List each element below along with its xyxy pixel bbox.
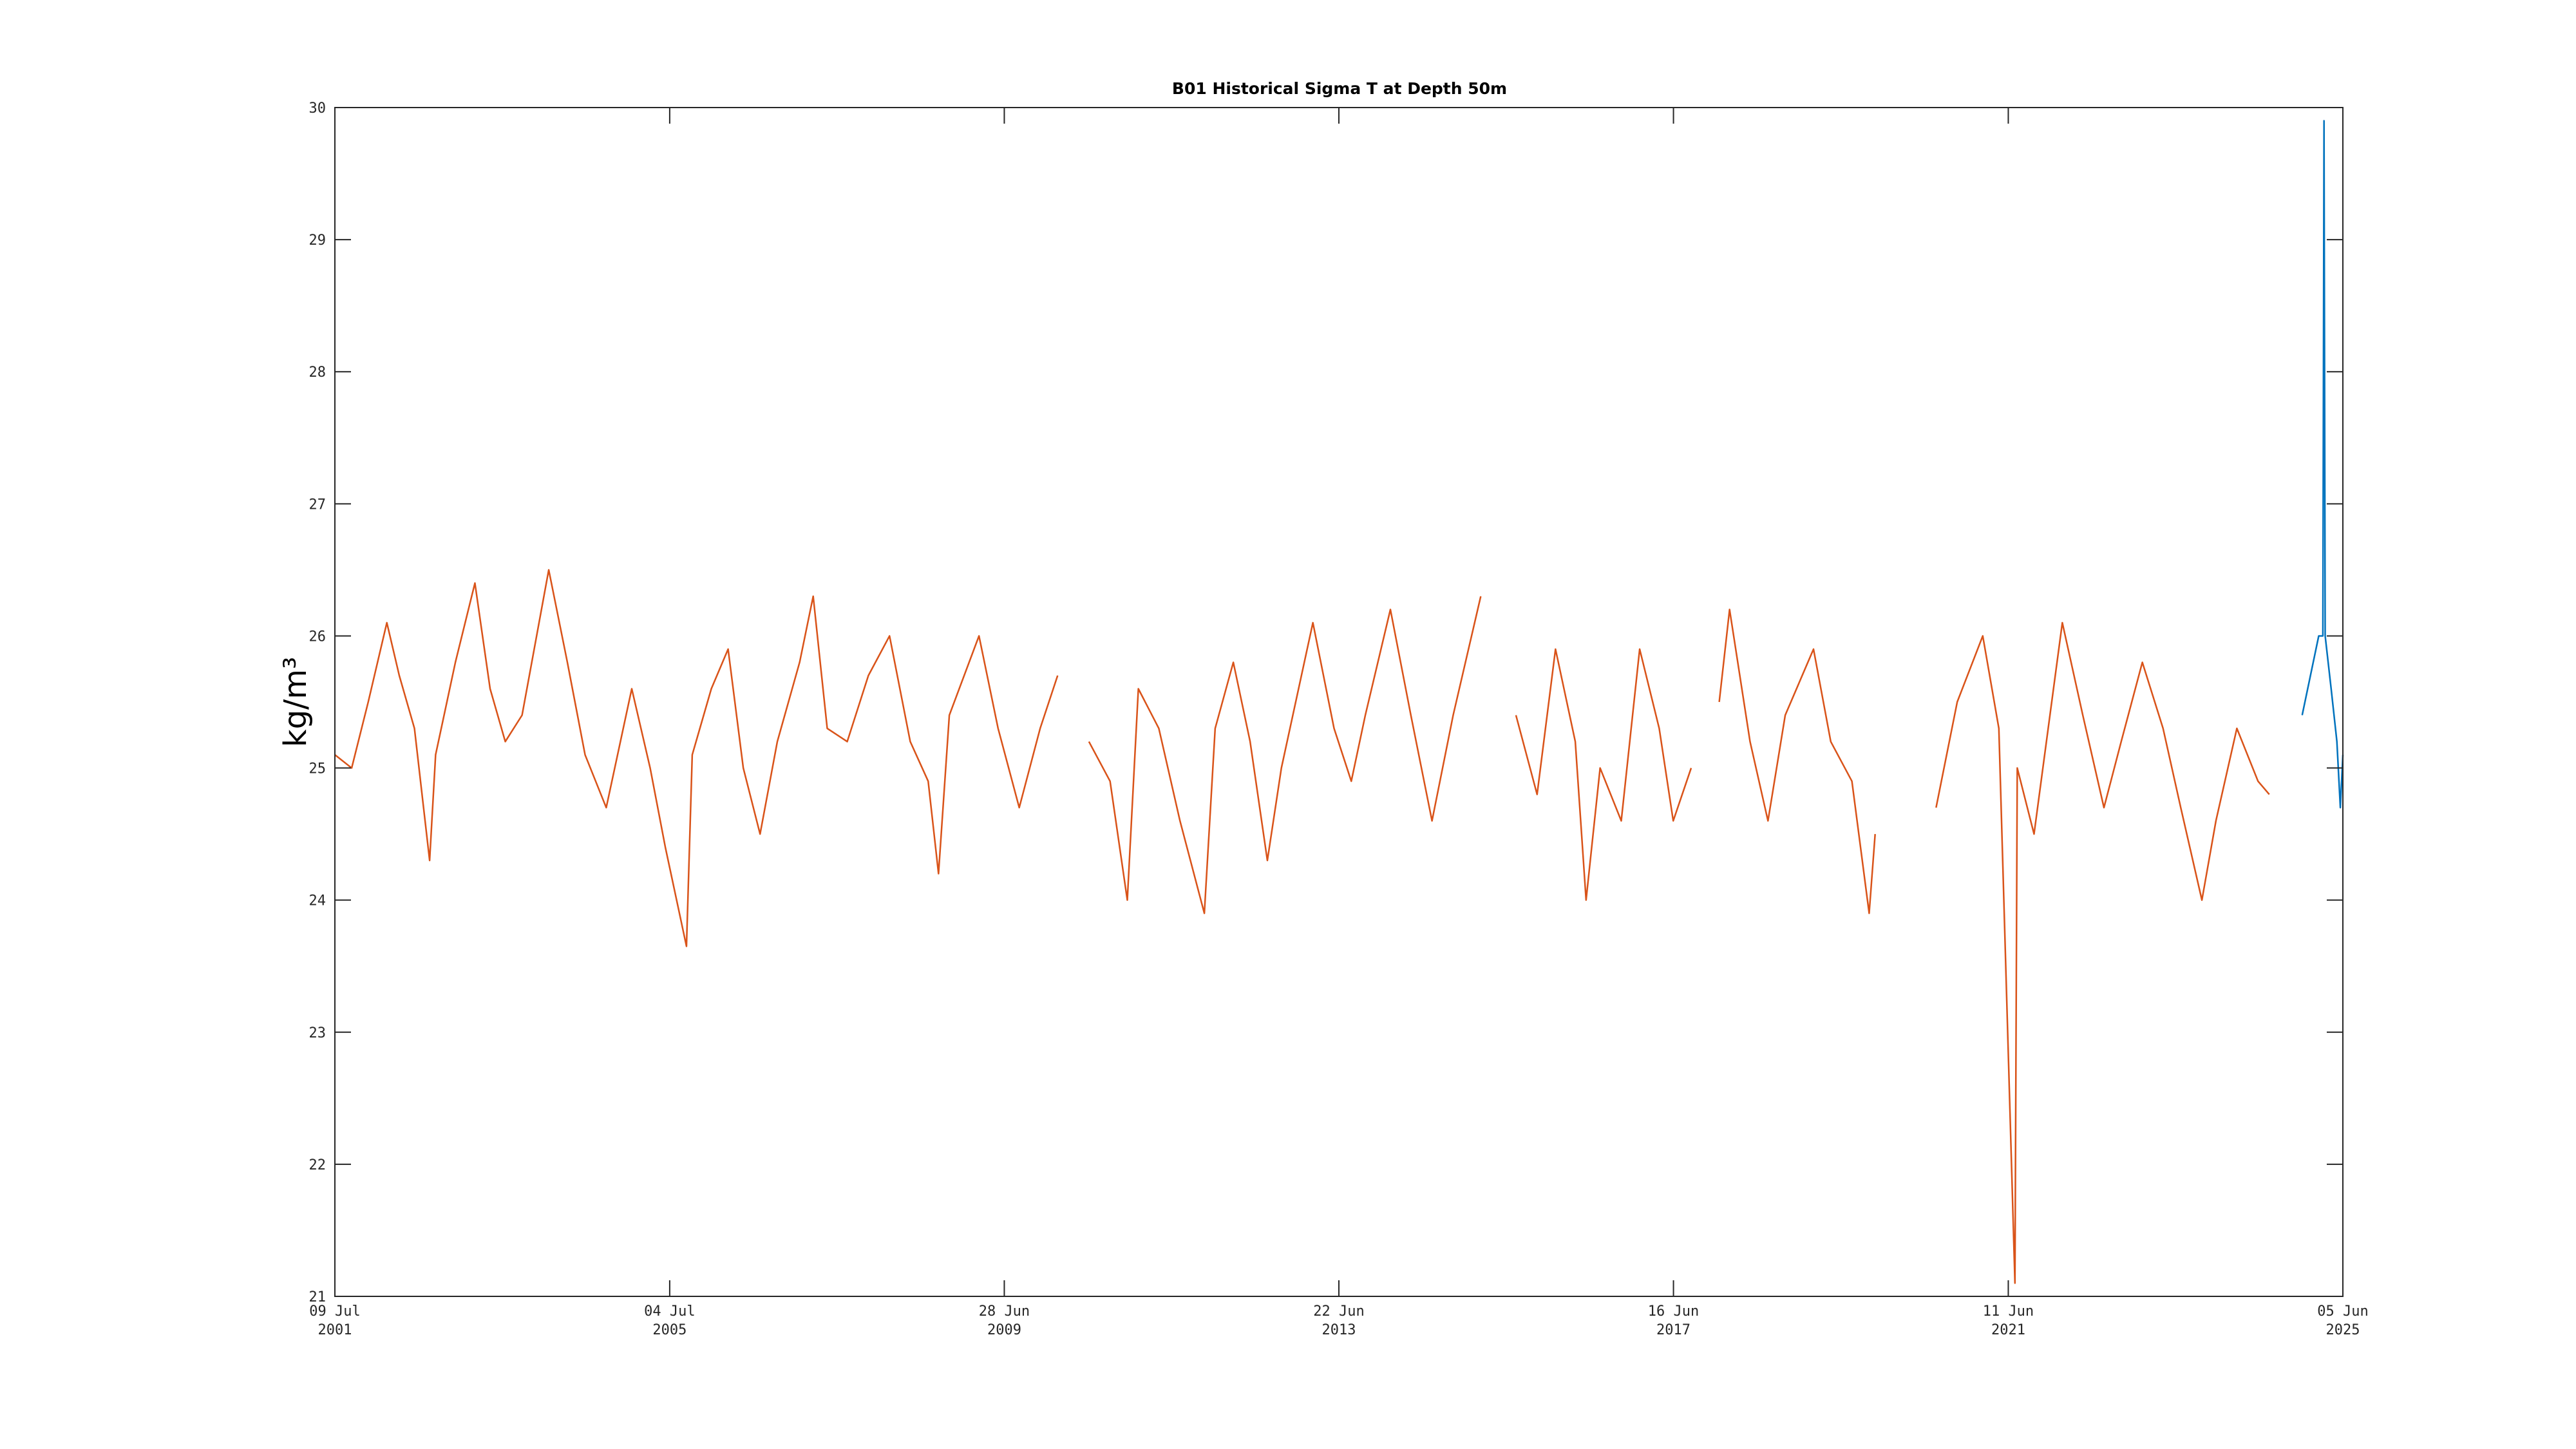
x-tick-label: 16 Jun [1648,1303,1699,1320]
data-line [334,569,2270,1284]
y-tick-label: 24 [309,893,327,909]
x-tick-label: 2025 [2326,1322,2360,1338]
y-tick-label: 26 [309,629,327,645]
chart-title: B01 Historical Sigma T at Depth 50m [1172,79,1507,98]
y-tick-label: 25 [309,761,327,777]
y-tick-label: 27 [309,497,327,513]
x-tick-label: 04 Jul [644,1303,695,1320]
y-tick-label: 28 [309,365,327,381]
x-tick-label: 22 Jun [1313,1303,1364,1320]
x-tick-label: 2001 [318,1322,352,1338]
x-tick-label: 28 Jun [979,1303,1030,1320]
x-tick-label: 2013 [1322,1322,1356,1338]
y-tick-label: 29 [309,232,327,249]
x-tick-label: 05 Jun [2317,1303,2368,1320]
x-tick-label: 09 Jul [309,1303,360,1320]
y-tick-label: 21 [309,1289,327,1305]
y-tick-label: 23 [309,1025,327,1041]
x-tick-label: 11 Jun [1983,1303,2034,1320]
x-tick-label: 2017 [1656,1322,1690,1338]
x-tick-label: 2005 [652,1322,687,1338]
y-tick-label: 22 [309,1157,327,1173]
y-tick-label: 30 [309,100,327,117]
x-tick-label: 2021 [1991,1322,2025,1338]
y-axis-label: kg/m³ [278,657,314,747]
data-line [2301,120,2344,809]
x-tick-label: 2009 [987,1322,1021,1338]
